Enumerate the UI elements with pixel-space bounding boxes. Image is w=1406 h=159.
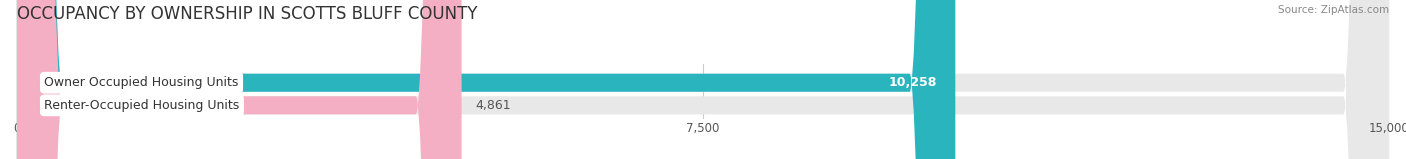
Text: Renter-Occupied Housing Units: Renter-Occupied Housing Units <box>45 99 239 112</box>
FancyBboxPatch shape <box>17 0 1389 159</box>
Text: 10,258: 10,258 <box>889 76 936 89</box>
Text: Source: ZipAtlas.com: Source: ZipAtlas.com <box>1278 5 1389 15</box>
FancyBboxPatch shape <box>17 0 1389 159</box>
Text: 4,861: 4,861 <box>475 99 510 112</box>
Text: OCCUPANCY BY OWNERSHIP IN SCOTTS BLUFF COUNTY: OCCUPANCY BY OWNERSHIP IN SCOTTS BLUFF C… <box>17 5 478 23</box>
FancyBboxPatch shape <box>17 0 461 159</box>
FancyBboxPatch shape <box>17 0 955 159</box>
Text: Owner Occupied Housing Units: Owner Occupied Housing Units <box>45 76 239 89</box>
